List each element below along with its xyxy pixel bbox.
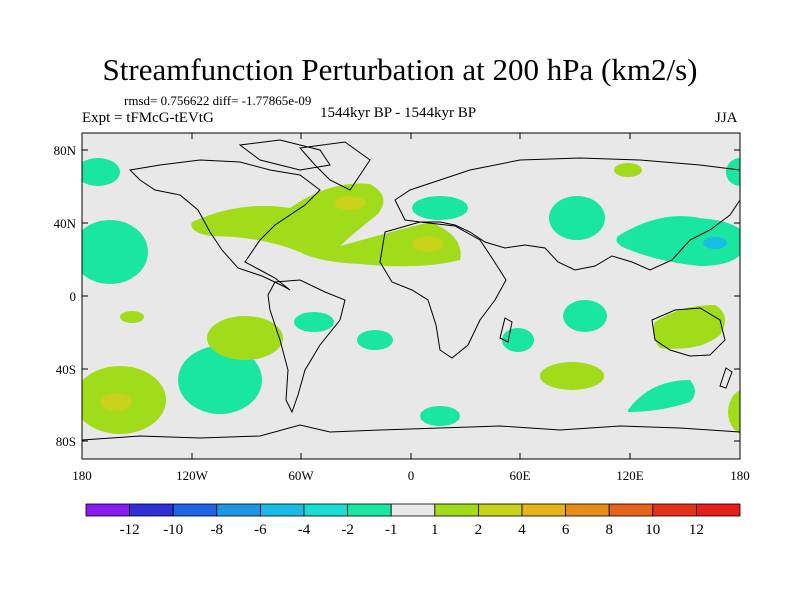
anomaly-region — [502, 328, 534, 352]
anomaly-region — [653, 305, 725, 349]
anomaly-region — [728, 390, 740, 434]
colorbar: -12 -10 -8 -6 -4 -2 -1 1 2 4 6 8 10 12 — [85, 503, 741, 538]
north-america-coast — [128, 159, 321, 291]
anomaly-region — [412, 236, 444, 252]
antarctica-coast — [82, 424, 740, 441]
colorbar-label: 2 — [475, 522, 483, 538]
colorbar-swatch — [216, 503, 261, 517]
anomaly-fields — [82, 158, 740, 434]
madagascar-coast — [499, 317, 513, 343]
colorbar-label: -10 — [163, 522, 183, 538]
africa-coast — [379, 221, 507, 359]
eurasia-coast — [394, 157, 740, 271]
x-tick-label: 180 — [730, 468, 750, 483]
anomaly-region — [120, 311, 144, 323]
x-axis-labels: 180 120W 60W 0 60E 120E 180 — [72, 468, 750, 483]
colorbar-swatch — [390, 503, 436, 517]
anomaly-region — [616, 216, 740, 266]
australia-coast — [651, 307, 726, 357]
anomaly-region — [412, 196, 468, 220]
anomaly-region — [726, 158, 740, 186]
anomaly-region — [294, 312, 334, 332]
anomaly-region — [82, 220, 148, 284]
anomaly-region — [614, 163, 642, 177]
season-label: JJA — [715, 110, 738, 126]
colorbar-label: 10 — [645, 522, 660, 538]
colorbar-swatch — [477, 503, 523, 517]
y-axis-labels: 80N 40N 0 40S 80S — [54, 143, 77, 449]
x-tick-label: 120W — [176, 468, 209, 483]
greenland-arctic-coast — [238, 139, 331, 171]
y-tick-label: 0 — [70, 289, 77, 304]
new-zealand-coast — [719, 367, 733, 389]
colorbar-swatch — [652, 503, 697, 517]
anomaly-region — [420, 406, 460, 426]
x-tick-label: 60E — [510, 468, 531, 483]
y-tick-label: 40S — [56, 362, 76, 377]
colorbar-swatch — [85, 503, 130, 517]
colorbar-label: -2 — [341, 522, 354, 538]
anomaly-region — [628, 380, 695, 412]
colorbar-label: 8 — [605, 522, 613, 538]
y-tick-label: 80S — [56, 434, 76, 449]
x-tick-label: 180 — [72, 468, 92, 483]
colorbar-swatch — [172, 503, 218, 517]
colorbar-swatch — [565, 503, 610, 517]
x-tick-label: 120E — [616, 468, 644, 483]
colorbar-label: -6 — [254, 522, 267, 538]
anomaly-region — [334, 196, 366, 210]
colorbar-swatch — [347, 503, 392, 517]
anomaly-region — [703, 237, 727, 249]
colorbar-label: -1 — [385, 522, 398, 538]
anomaly-region — [100, 393, 132, 411]
colorbar-swatch — [434, 503, 479, 517]
anomaly-region — [178, 346, 262, 414]
y-tick-label: 40N — [54, 216, 77, 231]
colorbar-label: 4 — [518, 522, 526, 538]
anomaly-region — [563, 300, 607, 332]
colorbar-label: -8 — [211, 522, 224, 538]
anomaly-region — [549, 196, 605, 240]
colorbar-label: 12 — [689, 522, 704, 538]
period-label: 1544kyr BP - 1544kyr BP — [320, 105, 477, 121]
colorbar-label: -12 — [120, 522, 140, 538]
anomaly-region — [357, 330, 393, 350]
axis-ticks — [81, 133, 741, 459]
colorbar-label: 6 — [562, 522, 570, 538]
colorbar-label: -4 — [298, 522, 311, 538]
colorbar-swatch — [608, 503, 654, 517]
colorbar-swatch — [696, 503, 741, 517]
page-title: Streamfunction Perturbation at 200 hPa (… — [102, 52, 698, 87]
colorbar-swatch — [259, 503, 305, 517]
anomaly-region — [207, 316, 283, 360]
anomaly-region — [191, 183, 461, 267]
anomaly-region — [540, 362, 604, 390]
x-tick-label: 60W — [288, 468, 314, 483]
coastlines — [82, 139, 740, 441]
colorbar-swatch — [521, 503, 566, 517]
y-tick-label: 80N — [54, 143, 77, 158]
colorbar-swatch — [129, 503, 174, 517]
anomaly-region — [82, 158, 120, 186]
experiment-label: Expt = tFMcG-tEVtG — [82, 110, 214, 126]
stats-text: rmsd= 0.756622 diff= -1.77865e-09 — [124, 93, 312, 108]
south-america-coast — [267, 279, 346, 414]
greenland-coast — [299, 141, 371, 191]
x-tick-label: 0 — [408, 468, 415, 483]
colorbar-swatch — [303, 503, 348, 517]
colorbar-label: 1 — [431, 522, 439, 538]
